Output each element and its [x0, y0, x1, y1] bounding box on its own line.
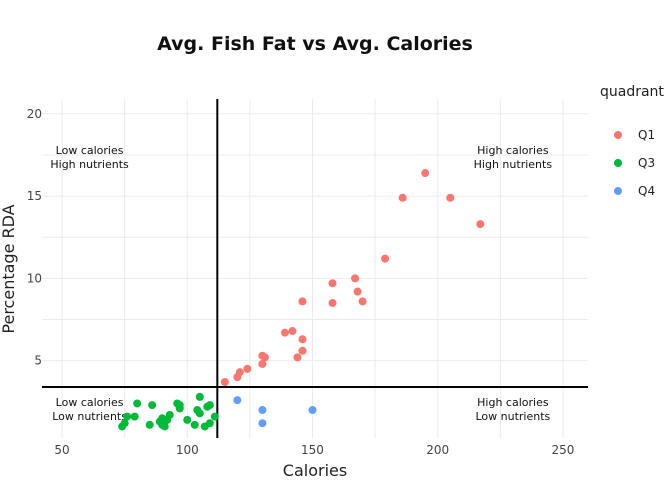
quadrant-annotations: Low calories High nutrients High calories H… — [50, 144, 552, 423]
legend: quadrant Q1 Q3 Q4 — [600, 84, 664, 198]
data-point-q1 — [446, 193, 455, 202]
x-tick-label: 200 — [426, 443, 449, 457]
x-tick-label: 50 — [54, 443, 69, 457]
legend-label-q1: Q1 — [638, 128, 655, 142]
data-point-q3 — [195, 409, 204, 418]
data-point-q1 — [328, 279, 337, 288]
data-point-q3 — [130, 412, 139, 421]
data-point-q1 — [328, 299, 337, 308]
chart-title: Avg. Fish Fat vs Avg. Calories — [157, 33, 473, 55]
quadrant-annotation: High calories Low nutrients — [475, 396, 550, 423]
data-point-q1 — [280, 328, 289, 337]
data-point-q1 — [258, 359, 267, 368]
legend-label-q4: Q4 — [638, 184, 655, 198]
grid — [42, 99, 588, 438]
data-point-q4 — [258, 419, 267, 428]
quadrant-annotation: Low calories High nutrients — [50, 144, 129, 171]
legend-key-q3 — [614, 159, 622, 167]
data-point-q1 — [351, 274, 360, 283]
y-tick-label: 20 — [27, 107, 42, 121]
data-point-q3 — [210, 412, 219, 421]
legend-key-q4 — [614, 187, 622, 195]
data-point-q3 — [120, 419, 129, 428]
data-point-q3 — [123, 412, 132, 421]
data-point-q4 — [233, 396, 242, 405]
x-axis-title: Calories — [283, 461, 347, 480]
data-point-q4 — [308, 406, 317, 415]
x-tick-label: 150 — [301, 443, 324, 457]
data-point-q3 — [205, 401, 214, 410]
y-tick-label: 15 — [27, 189, 42, 203]
data-point-q1 — [243, 364, 252, 373]
data-point-q1 — [298, 297, 307, 306]
data-point-q3 — [183, 415, 192, 424]
y-tick-label: 5 — [34, 354, 42, 368]
data-point-q1 — [358, 297, 367, 306]
data-point-q1 — [476, 220, 485, 229]
data-point-q1 — [220, 378, 229, 387]
data-point-q3 — [145, 420, 154, 429]
data-point-q1 — [298, 346, 307, 355]
data-point-q3 — [165, 410, 174, 419]
data-point-q1 — [421, 169, 430, 178]
data-point-q1 — [293, 353, 302, 362]
quadrant-annotation: Low calories Low nutrients — [52, 396, 127, 423]
data-point-q1 — [381, 254, 390, 263]
data-point-q1 — [288, 327, 297, 336]
legend-title: quadrant — [600, 84, 664, 100]
reference-lines — [42, 99, 588, 438]
y-axis-title: Percentage RDA — [0, 204, 18, 333]
data-point-q1 — [398, 193, 407, 202]
data-point-q3 — [148, 401, 157, 410]
data-point-q3 — [160, 422, 169, 431]
quadrant-annotation: High calories High nutrients — [474, 144, 553, 171]
data-point-q3 — [195, 392, 204, 401]
data-point-q3 — [133, 399, 142, 408]
data-point-q1 — [235, 368, 244, 377]
legend-key-q1 — [614, 131, 622, 139]
data-point-q4 — [258, 406, 267, 415]
data-point-q3 — [190, 420, 199, 429]
data-point-q3 — [205, 419, 214, 428]
data-points — [118, 169, 485, 431]
tick-labels: 50 100 150 200 250 5 10 15 20 — [27, 107, 575, 457]
data-point-q1 — [298, 335, 307, 344]
x-tick-label: 100 — [176, 443, 199, 457]
data-point-q3 — [175, 401, 184, 410]
y-tick-label: 10 — [27, 271, 42, 285]
data-point-q1 — [260, 353, 269, 362]
legend-label-q3: Q3 — [638, 156, 655, 170]
data-point-q1 — [353, 287, 362, 296]
x-tick-label: 250 — [552, 443, 575, 457]
